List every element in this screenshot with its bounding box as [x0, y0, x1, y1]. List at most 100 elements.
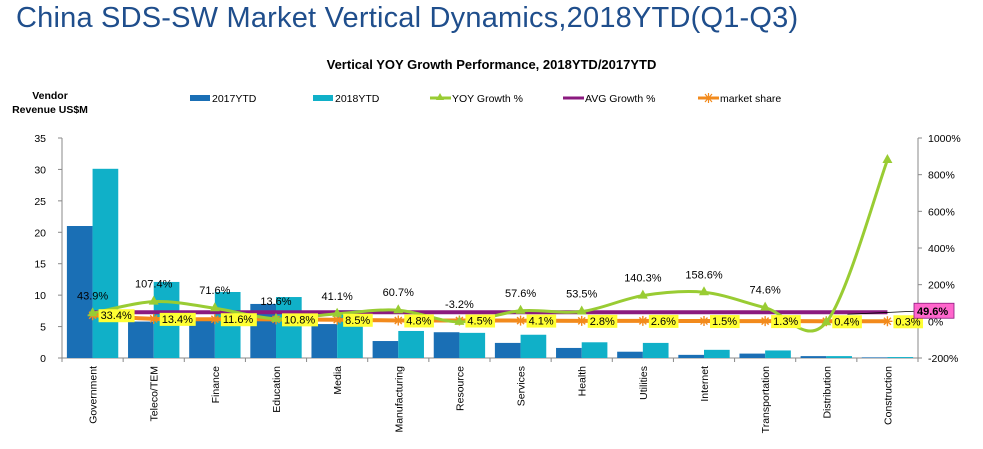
- bar-2018ytd: [398, 330, 424, 358]
- x-category-label: Education: [271, 366, 283, 413]
- market-share-marker: [760, 316, 771, 327]
- market-share-label: 4.5%: [467, 316, 492, 328]
- market-share-marker: [209, 314, 220, 325]
- yoy-growth-marker: [148, 295, 159, 305]
- market-share-label: 13.4%: [162, 314, 193, 326]
- market-share-label-bg: [159, 312, 196, 326]
- yoy-growth-label: 71.6%: [199, 285, 230, 297]
- yoy-growth-marker: [87, 307, 98, 317]
- bar-2018ytd: [459, 332, 486, 358]
- yoy-growth-marker: [760, 301, 771, 311]
- bar-2018ytd: [520, 334, 547, 358]
- page-title: China SDS-SW Market Vertical Dynamics,20…: [16, 2, 799, 34]
- bar-2018ytd: [92, 168, 119, 358]
- x-category-label: Manufacturing: [393, 366, 405, 433]
- market-share-label-bg: [282, 313, 318, 327]
- yoy-growth-label: 53.5%: [566, 289, 597, 301]
- market-share-label: 33.4%: [101, 310, 132, 322]
- bar-2017ytd: [678, 354, 704, 358]
- legend-2018ytd-swatch: [313, 95, 333, 101]
- yoy-growth-label: 158.6%: [685, 269, 723, 281]
- market-share-marker: [393, 315, 404, 326]
- bar-2018ytd: [765, 350, 791, 358]
- legend-2017ytd-swatch: [190, 95, 210, 101]
- market-share-label: 0.4%: [834, 316, 859, 328]
- bar-2017ytd: [861, 357, 888, 358]
- yoy-growth-label: 13.6%: [260, 296, 291, 308]
- legend-market-share-marker: [704, 93, 713, 103]
- yoy-growth-label: 74.6%: [750, 285, 781, 297]
- bar-2017ytd: [372, 341, 399, 358]
- market-share-label: 1.5%: [712, 316, 737, 328]
- chart-title: Vertical YOY Growth Performance, 2018YTD…: [326, 57, 657, 72]
- market-share-label-bg: [98, 309, 135, 323]
- yoy-growth-label: -3.2%: [445, 299, 474, 311]
- x-category-label: Finance: [210, 366, 222, 404]
- market-share-label: 1.3%: [773, 316, 798, 328]
- market-share-label: 10.8%: [284, 314, 315, 326]
- market-share-marker: [148, 313, 159, 324]
- bar-2017ytd: [189, 320, 215, 358]
- market-share-label-bg: [343, 313, 373, 327]
- bar-2018ytd: [704, 349, 730, 358]
- market-share-label-bg: [587, 314, 618, 328]
- market-share-marker: [515, 315, 526, 326]
- x-category-label: Teleco/TEM: [149, 366, 161, 421]
- yoy-growth-label: 57.6%: [505, 288, 536, 300]
- x-category-label: Services: [516, 366, 528, 406]
- bar-2017ytd: [739, 353, 766, 358]
- x-category-label: Government: [88, 366, 100, 424]
- market-share-label-bg: [832, 315, 862, 329]
- bar-2018ytd: [887, 357, 914, 358]
- x-category-label: Distribution: [821, 366, 833, 419]
- market-share-marker: [332, 314, 343, 325]
- y-tick-label: 15: [34, 259, 46, 271]
- avg-growth-label: 49.6%: [917, 306, 948, 318]
- market-share-label-bg: [220, 313, 257, 327]
- x-category-label: Resource: [454, 366, 466, 411]
- bar-2017ytd: [66, 226, 93, 358]
- x-category-label: Internet: [699, 366, 711, 402]
- yoy-growth-label: 107.4%: [135, 279, 173, 291]
- market-share-label-bg: [465, 314, 496, 328]
- yoy-growth-marker: [209, 302, 220, 312]
- bar-2017ytd: [433, 332, 460, 358]
- yoy-growth-marker: [515, 304, 526, 314]
- y-axis-label: Vendor Revenue US$M: [12, 90, 88, 116]
- legend-yoy-growth-label: YOY Growth %: [452, 93, 523, 105]
- yoy-growth-marker: [821, 316, 832, 326]
- market-share-label: 0.3%: [895, 316, 920, 328]
- yoy-growth-label: 140.3%: [624, 273, 662, 285]
- yoy-growth-label: 60.7%: [383, 287, 414, 299]
- y2-tick-label: 600%: [928, 206, 955, 218]
- yoy-growth-marker: [699, 286, 709, 296]
- market-share-label: 4.1%: [529, 316, 554, 328]
- y-tick-label: 20: [34, 227, 46, 239]
- y2-tick-label: -200%: [928, 353, 958, 365]
- bar-2018ytd: [581, 342, 608, 358]
- y-tick-label: 30: [34, 164, 46, 176]
- legend-yoy-growth-marker: [436, 93, 444, 100]
- market-share-marker: [576, 315, 587, 326]
- x-category-label: Health: [577, 366, 589, 397]
- market-share-label: 4.8%: [406, 315, 431, 327]
- y2-tick-label: 400%: [928, 243, 955, 255]
- yoy-growth-marker: [576, 305, 587, 315]
- y2-tick-label: 800%: [928, 170, 955, 182]
- bar-2018ytd: [642, 342, 669, 358]
- x-category-label: Construction: [882, 366, 894, 425]
- bar-2017ytd: [311, 324, 338, 358]
- bar-2018ytd: [276, 297, 302, 358]
- y-tick-label: 5: [40, 322, 46, 334]
- market-share-label-bg: [404, 314, 434, 328]
- y-tick-label: 25: [34, 196, 46, 208]
- legend-avg-growth-label: AVG Growth %: [585, 93, 655, 105]
- yoy-growth-marker: [882, 154, 893, 163]
- bar-2017ytd: [494, 342, 521, 358]
- y-tick-label: 35: [34, 133, 46, 145]
- market-share-label: 8.5%: [345, 315, 370, 327]
- market-share-marker: [882, 316, 893, 327]
- y-tick-label: 10: [34, 290, 46, 302]
- market-share-label: 2.8%: [590, 316, 615, 328]
